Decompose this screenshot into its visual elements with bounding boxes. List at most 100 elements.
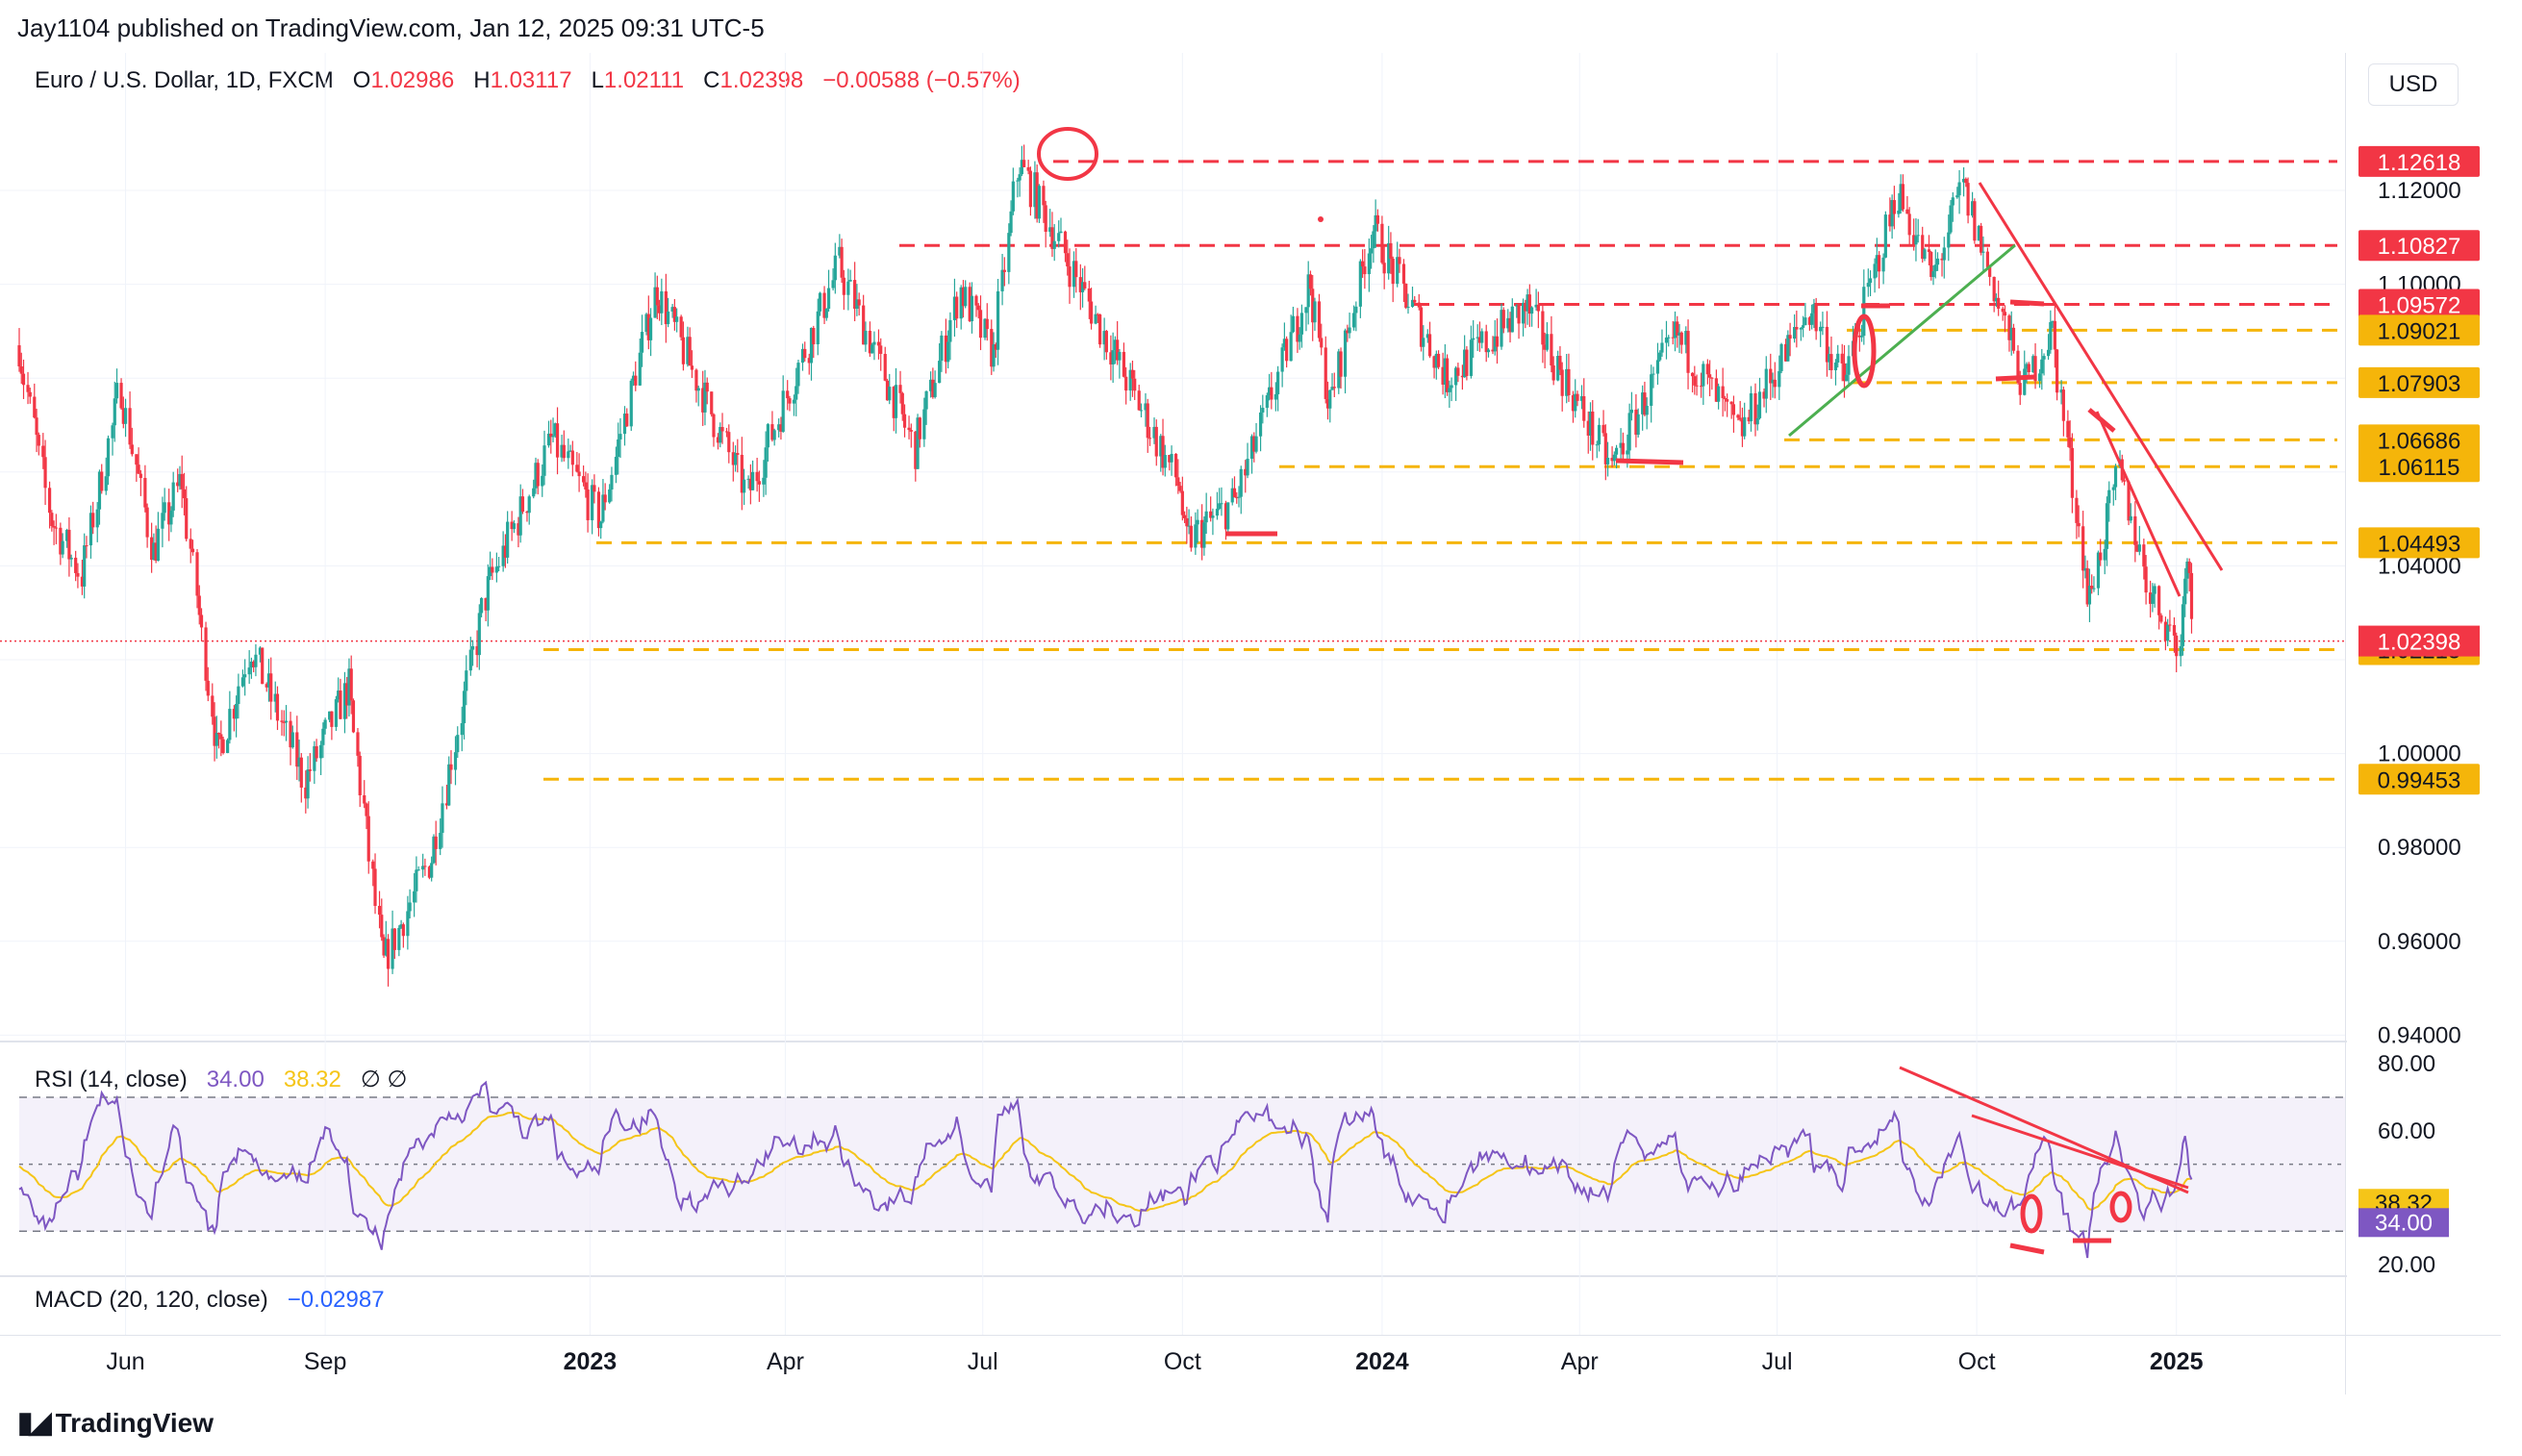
candle-body [2189,572,2194,619]
candle-body [477,613,481,656]
candle-body [1888,214,1892,227]
candle-body [1018,174,1021,181]
candle-body [470,645,475,650]
candle-body [88,513,93,546]
rsi-label[interactable]: RSI (14, close) [35,1067,188,1092]
candle-body [614,457,618,475]
candle-body [803,348,807,359]
candle-body [2151,593,2155,604]
candle-body [864,330,868,345]
macd-label[interactable]: MACD (20, 120, close) [35,1287,268,1313]
candle-body [384,939,388,956]
candle-body [862,305,866,345]
green-trend-line [1788,243,2016,438]
candle-body [1527,294,1531,314]
candle-body [1923,249,1927,260]
candle-body [894,385,898,418]
rsi-legend: RSI (14, close) 34.00 38.32 ∅ ∅ [35,1066,407,1093]
candle-body [857,299,861,306]
candle-body [501,545,505,566]
candle-body [95,509,99,528]
candle-body [1346,330,1349,334]
candle-body [1078,277,1082,292]
candle-body [1059,231,1063,234]
candle-body [1961,178,1966,183]
candle-body [534,463,538,489]
candle-body [992,344,996,367]
candle-body [518,496,522,536]
candle-body [17,345,21,366]
candle-body [104,476,108,491]
candle-body [1814,304,1818,332]
candle-body [261,647,265,685]
candle-body [1786,335,1790,362]
candle-body [1209,511,1213,518]
symbol-name[interactable]: Euro / U.S. Dollar, 1D, FXCM [35,67,334,93]
candle-body [306,769,310,799]
candle-body [1935,258,1940,265]
candle-body [542,445,546,476]
candle-body [468,649,472,671]
tradingview-logo[interactable]: ▮◢ TradingView [17,1406,214,1440]
candle-body [670,307,674,312]
candle-body [1881,257,1885,272]
candle-body [1308,274,1313,289]
candle-body [603,494,607,503]
candle-body [1163,455,1167,468]
candle-body [67,529,71,560]
candle-body [1361,261,1365,267]
candle-body [964,287,968,307]
candle-body [1137,390,1141,411]
candle-body [1491,349,1495,352]
candle-body [1011,181,1015,212]
candle-body [1890,200,1894,227]
candle-body [1779,343,1783,371]
candle-body [363,794,366,804]
candle-body [1942,247,1946,261]
candle-body [593,485,596,492]
candle-body [770,424,774,440]
candle-body [1044,205,1047,232]
candle-body [1102,331,1106,345]
candle-body [710,391,714,414]
currency-button[interactable]: USD [2368,63,2459,106]
candle-body [1042,186,1046,206]
candle-body [1413,299,1417,303]
candle-body [1684,331,1688,345]
candle-body [1771,379,1775,384]
candle-body [679,316,683,338]
candle-body [228,709,232,741]
candle-body [990,329,994,367]
rsi-tick-label: 80.00 [2378,1051,2435,1077]
candle-body [660,290,664,314]
candle-body [139,473,142,478]
candle-body [1897,210,1901,214]
candle-body [1122,351,1126,377]
candle-body [1626,450,1629,455]
annotation-mark [2109,1191,2132,1223]
candle-body [2018,383,2022,395]
candle-body [351,700,356,733]
candle-body [2149,592,2153,604]
candle-body [733,453,738,465]
candle-body [180,473,184,490]
candle-body [575,464,579,472]
candle-body [1037,186,1042,219]
candle-body [1389,242,1393,260]
candle-body [328,711,332,720]
candle-body [1176,477,1180,487]
candle-body [909,430,913,432]
candle-body [1757,391,1762,418]
candle-body [1825,326,1829,363]
candle-body [1220,503,1223,505]
candle-body [1921,235,1925,260]
candle-body [1261,408,1265,413]
candle-body [1783,343,1788,362]
candle-body [137,464,140,474]
candle-body [313,745,316,771]
candle-body [1456,367,1460,376]
candle-body [1510,306,1514,333]
candle-body [491,566,494,573]
candle-body [462,690,467,724]
